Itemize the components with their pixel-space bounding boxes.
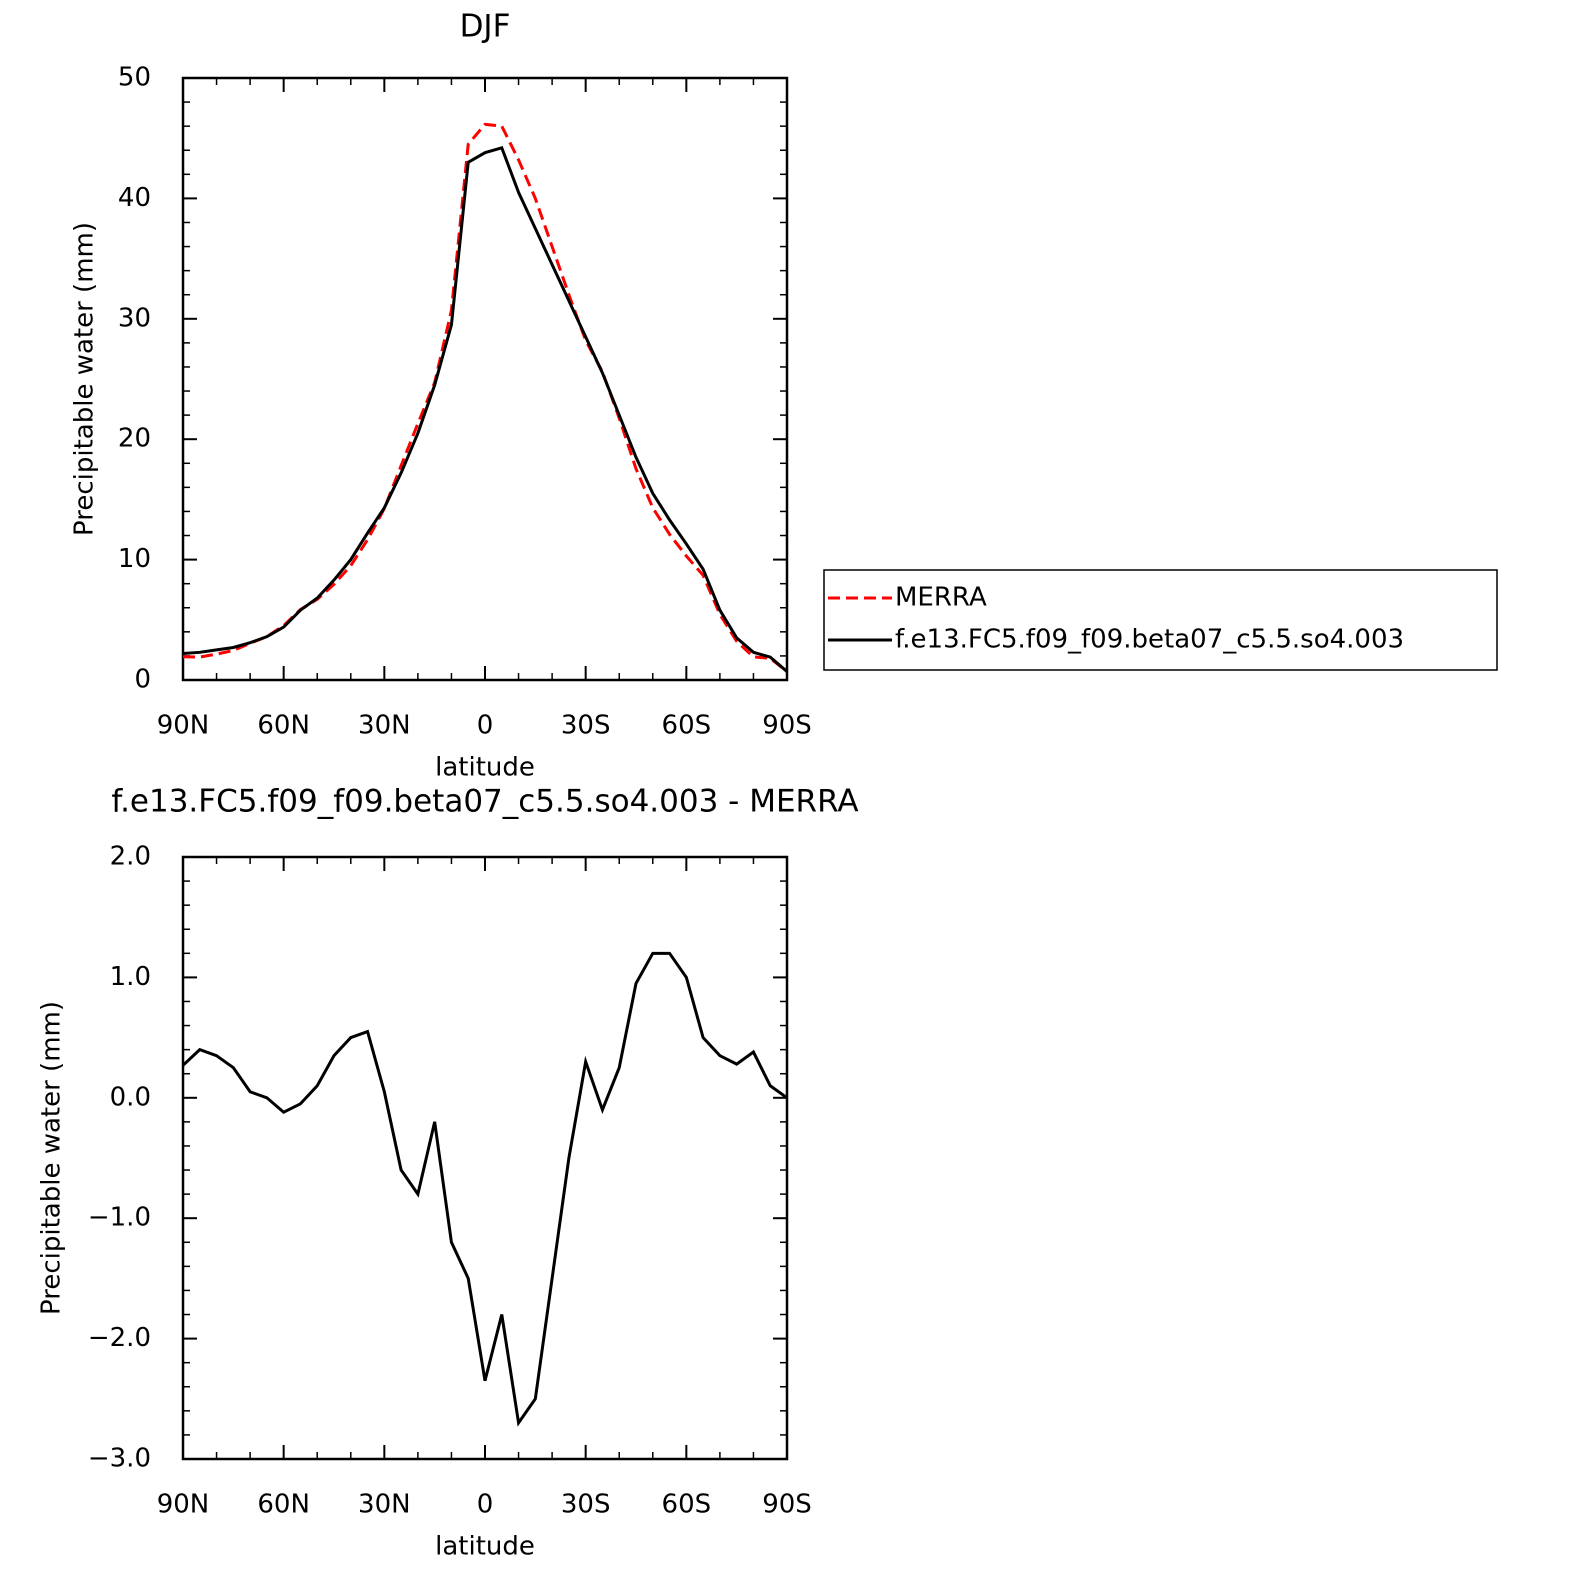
data-line xyxy=(181,951,788,1427)
x-tick-label: 90S xyxy=(762,711,812,741)
x-tick-label: 0 xyxy=(477,1490,494,1520)
chart-title: f.e13.FC5.f09_f09.beta07_c5.5.so4.003 - … xyxy=(111,784,858,820)
x-tick-label: 30N xyxy=(358,1490,411,1520)
x-tick-label: 60S xyxy=(662,711,712,741)
legend-label: MERRA xyxy=(895,583,987,613)
y-tick-label: 2.0 xyxy=(110,842,151,872)
x-axis-label: latitude xyxy=(435,753,535,783)
y-tick-label: 1.0 xyxy=(110,962,151,992)
x-tick-label: 60N xyxy=(257,711,310,741)
y-tick-label: 0 xyxy=(134,665,151,695)
y-tick-label: 40 xyxy=(118,183,151,213)
y-tick-label: −3.0 xyxy=(88,1444,151,1474)
y-tick-label: 30 xyxy=(118,303,151,333)
y-axis-label: Precipitable water (mm) xyxy=(70,222,100,536)
legend-label: f.e13.FC5.f09_f09.beta07_c5.5.so4.003 xyxy=(895,625,1404,655)
x-tick-label: 60S xyxy=(662,1490,712,1520)
x-tick-label: 90N xyxy=(157,1490,210,1520)
y-tick-label: 50 xyxy=(118,63,151,93)
x-tick-label: 30S xyxy=(561,1490,611,1520)
x-tick-label: 30N xyxy=(358,711,411,741)
x-tick-label: 0 xyxy=(477,711,494,741)
x-tick-label: 90S xyxy=(762,1490,812,1520)
y-tick-label: −2.0 xyxy=(88,1323,151,1353)
plot-frame xyxy=(181,855,789,1461)
x-tick-label: 60N xyxy=(257,1490,310,1520)
y-tick-label: 20 xyxy=(118,424,151,454)
legend-box xyxy=(823,569,1498,671)
y-tick-label: −1.0 xyxy=(88,1203,151,1233)
plot-frame xyxy=(181,76,789,682)
x-axis-label: latitude xyxy=(435,1532,535,1562)
y-tick-label: 10 xyxy=(118,544,151,574)
y-tick-label: 0.0 xyxy=(110,1082,151,1112)
x-tick-label: 90N xyxy=(157,711,210,741)
chart-title: DJF xyxy=(460,9,511,45)
data-line xyxy=(182,122,788,673)
y-axis-label: Precipitable water (mm) xyxy=(37,1001,67,1315)
x-tick-label: 30S xyxy=(561,711,611,741)
data-line xyxy=(182,146,788,673)
